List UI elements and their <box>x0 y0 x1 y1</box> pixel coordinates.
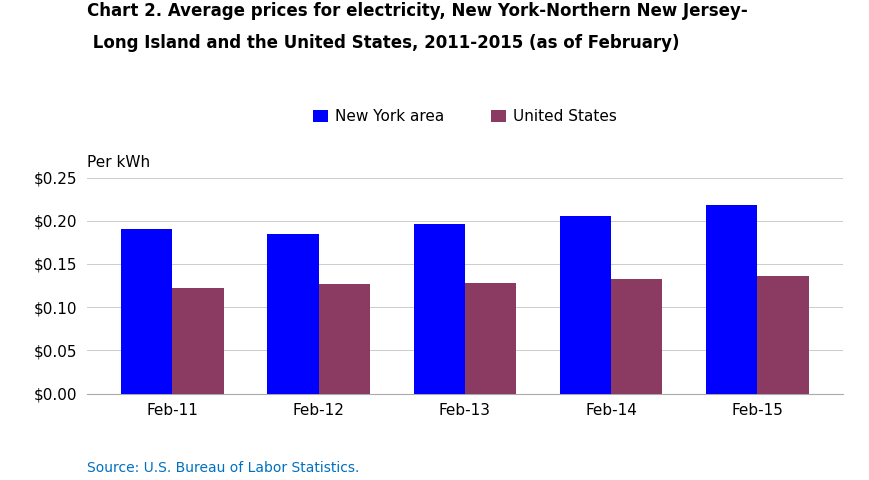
Bar <box>465 283 516 394</box>
Bar <box>268 234 319 394</box>
Bar <box>319 284 370 394</box>
Bar <box>122 229 172 394</box>
Text: Long Island and the United States, 2011-2015 (as of February): Long Island and the United States, 2011-… <box>87 34 680 51</box>
Legend: New York area, United States: New York area, United States <box>307 103 623 131</box>
Bar <box>706 205 758 394</box>
Bar <box>414 224 465 394</box>
Bar <box>758 276 808 394</box>
Bar <box>560 216 611 394</box>
Text: Per kWh: Per kWh <box>87 156 150 170</box>
Text: Chart 2. Average prices for electricity, New York-Northern New Jersey-: Chart 2. Average prices for electricity,… <box>87 2 747 20</box>
Bar <box>611 279 662 394</box>
Bar <box>172 288 223 394</box>
Text: Source: U.S. Bureau of Labor Statistics.: Source: U.S. Bureau of Labor Statistics. <box>87 461 359 475</box>
